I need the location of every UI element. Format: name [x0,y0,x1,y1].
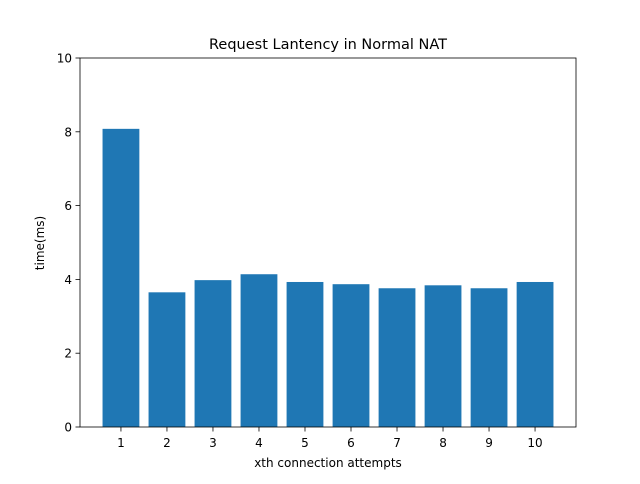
bar-9 [470,288,508,427]
plot-frame [79,57,577,428]
y-axis-label: time(ms) [33,216,47,270]
x-tick-label: 2 [163,436,171,450]
x-tick-label: 7 [393,436,401,450]
y-tick-label: 10 [57,52,72,66]
x-tick-label: 8 [439,436,447,450]
y-tick-label: 2 [64,347,72,361]
x-axis-ticks: 1 2 3 4 5 6 7 8 9 10 [117,427,543,450]
x-tick-label: 6 [347,436,355,450]
bars-group [102,128,554,427]
x-tick-label: 5 [301,436,309,450]
x-tick-label: 4 [255,436,263,450]
bar-7 [378,288,416,427]
x-tick-label: 3 [209,436,217,450]
bar-4 [240,274,278,427]
x-axis-label: xth connection attempts [254,456,402,470]
bar-2 [148,292,186,427]
chart-title: Request Lantency in Normal NAT [209,37,447,53]
bar-3 [194,280,232,427]
y-tick-label: 0 [64,421,72,435]
bar-5 [286,281,324,427]
y-tick-label: 6 [64,199,72,213]
y-tick-label: 8 [64,125,72,139]
bar-10 [516,281,554,427]
y-axis-ticks: 0 2 4 6 8 10 [57,52,80,435]
y-tick-label: 4 [64,273,72,287]
x-tick-label: 10 [527,436,542,450]
bar-1 [102,128,140,427]
bar-6 [332,284,370,427]
x-tick-label: 9 [485,436,493,450]
bar-8 [424,285,462,427]
x-tick-label: 1 [117,436,125,450]
